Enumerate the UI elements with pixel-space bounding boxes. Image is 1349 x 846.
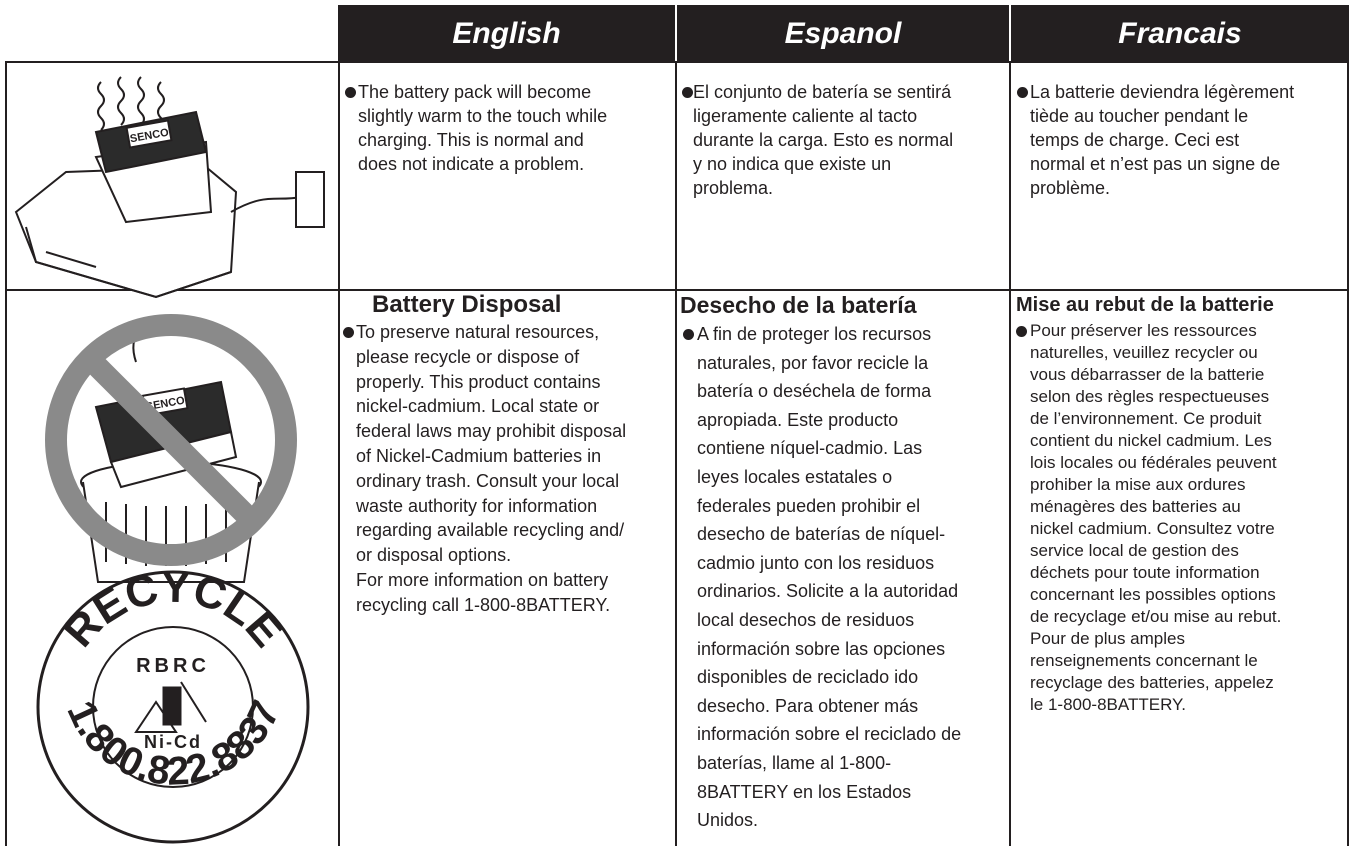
seal-chemistry: Ni-Cd bbox=[144, 732, 202, 752]
bullet bbox=[1017, 87, 1028, 98]
text-line: problème. bbox=[1030, 178, 1111, 198]
text-line: ordinary trash. Consult your local bbox=[356, 470, 620, 491]
text-line: To preserve natural resources, bbox=[356, 322, 600, 342]
text-line: contient du nickel cadmium. Les bbox=[1030, 431, 1272, 450]
bullet bbox=[343, 327, 354, 339]
text-line: selon des règles respectueuses bbox=[1030, 387, 1270, 406]
text-line: vous débarrasser de la batterie bbox=[1030, 365, 1265, 384]
border bbox=[5, 289, 1349, 291]
text-line: tiède au toucher pendant le bbox=[1030, 106, 1249, 126]
text-line: properly. This product contains bbox=[356, 371, 601, 392]
text-line: service local de gestion des bbox=[1030, 541, 1239, 560]
text-line: le 1-800-8BATTERY. bbox=[1030, 695, 1186, 714]
text-line: déchets pour toute information bbox=[1030, 563, 1260, 582]
text-line: contiene níquel-cadmio. Las bbox=[697, 438, 923, 459]
text-line: de l’environnement. Ce produit bbox=[1030, 409, 1262, 428]
prohibition-sign bbox=[45, 314, 297, 566]
note-line: recycling call 1-800-8BATTERY. bbox=[356, 594, 611, 615]
text-line: baterías, llame al 1-800- bbox=[697, 753, 892, 773]
text-line: Pour préserver les ressources bbox=[1030, 321, 1257, 340]
text-line: 8BATTERY en los Estados bbox=[697, 781, 912, 802]
text-line: temps de charge. Ceci est bbox=[1030, 130, 1240, 150]
text-line: lois locales ou fédérales peuvent bbox=[1030, 453, 1277, 472]
section-heading: Battery Disposal bbox=[372, 291, 562, 318]
bullet bbox=[683, 329, 694, 341]
bullet bbox=[1016, 326, 1027, 337]
text-line: does not indicate a problem. bbox=[358, 154, 585, 174]
text-line: información sobre las opciones bbox=[697, 638, 946, 659]
text-line: desecho de baterías de níquel- bbox=[697, 524, 946, 545]
text-line: regarding available recycling and/ bbox=[356, 520, 625, 541]
note-line: For more information on battery bbox=[356, 570, 609, 590]
text-line: nickel cadmium. Consultez votre bbox=[1030, 519, 1275, 538]
border bbox=[5, 61, 1349, 63]
text-line: El conjunto de batería se sentirá bbox=[693, 82, 952, 102]
text-line: ordinarios. Solicite a la autoridad bbox=[697, 581, 959, 602]
text-line: waste authority for information bbox=[356, 495, 598, 516]
text-line: or disposal options. bbox=[356, 545, 512, 566]
text-line: federal laws may prohibit disposal bbox=[356, 421, 627, 442]
text-line: batería o deséchela de forma bbox=[697, 381, 932, 402]
illustrations: SENCO SENCO RECYCLE 1.8 bbox=[14, 76, 325, 844]
text-line: cadmio junto con los residuos bbox=[697, 552, 935, 573]
text-line: federales pueden prohibir el bbox=[697, 495, 921, 516]
text-line: desecho. Para obtener más bbox=[697, 695, 919, 716]
text-line: apropiada. Este producto bbox=[697, 409, 899, 430]
text-line: ligeramente caliente al tacto bbox=[693, 106, 918, 126]
text-line: A fin de proteger los recursos bbox=[697, 324, 932, 344]
seal-text: RECYCLE bbox=[54, 563, 292, 657]
border bbox=[675, 62, 677, 846]
text-line: please recycle or dispose of bbox=[356, 346, 580, 367]
text-line: y no indica que existe un bbox=[693, 154, 892, 174]
text-line: Pour de plus amples bbox=[1030, 629, 1185, 648]
bullet bbox=[345, 87, 356, 98]
text-line: nickel-cadmium. Local state or bbox=[356, 396, 600, 417]
column-header: Espanol bbox=[677, 5, 1009, 62]
column-header: Francais bbox=[1011, 5, 1349, 62]
text-line: Unidos. bbox=[697, 810, 759, 831]
text-line: disponibles de reciclado ido bbox=[697, 667, 919, 688]
text-line: slightly warm to the touch while bbox=[358, 106, 608, 126]
text-line: ménagères des batteries au bbox=[1030, 497, 1241, 516]
border bbox=[5, 62, 7, 846]
charger bbox=[14, 110, 325, 299]
text-line: durante la carga. Esto es normal bbox=[693, 130, 954, 150]
text-line: problema. bbox=[693, 178, 774, 198]
text-line: información sobre el reciclado de bbox=[697, 724, 962, 745]
column-header: English bbox=[338, 5, 675, 62]
text-line: de recyclage et/ou mise au rebut. bbox=[1030, 607, 1282, 626]
text-line: charging. This is normal and bbox=[358, 130, 584, 150]
text-line: leyes locales estatales o bbox=[697, 467, 893, 487]
section-heading: Desecho de la batería bbox=[680, 292, 917, 318]
text-line: prohiber la mise aux ordures bbox=[1030, 475, 1246, 494]
text-line: local desechos de residuos bbox=[697, 610, 915, 630]
text-line: concernant les possibles options bbox=[1030, 585, 1276, 604]
seal-org: RBRC bbox=[136, 655, 210, 677]
border bbox=[338, 62, 340, 846]
seal-text: RECYCLE bbox=[54, 563, 292, 657]
text-line: recyclage des batteries, appelez bbox=[1030, 673, 1274, 692]
text-line: naturales, por favor recicle la bbox=[697, 352, 929, 373]
text-line: La batterie deviendra légèrement bbox=[1030, 82, 1295, 102]
border bbox=[1347, 62, 1349, 846]
text-line: The battery pack will become bbox=[358, 82, 592, 102]
text-line: naturelles, veuillez recycler ou bbox=[1030, 343, 1258, 362]
text-line: of Nickel-Cadmium batteries in bbox=[356, 446, 602, 466]
section-heading: Mise au rebut de la batterie bbox=[1016, 294, 1274, 316]
border bbox=[1009, 62, 1011, 846]
bullet bbox=[682, 87, 693, 98]
text-line: renseignements concernant le bbox=[1030, 651, 1258, 670]
text-line: normal et n’est pas un signe de bbox=[1030, 154, 1281, 174]
recycle-seal bbox=[36, 570, 310, 844]
